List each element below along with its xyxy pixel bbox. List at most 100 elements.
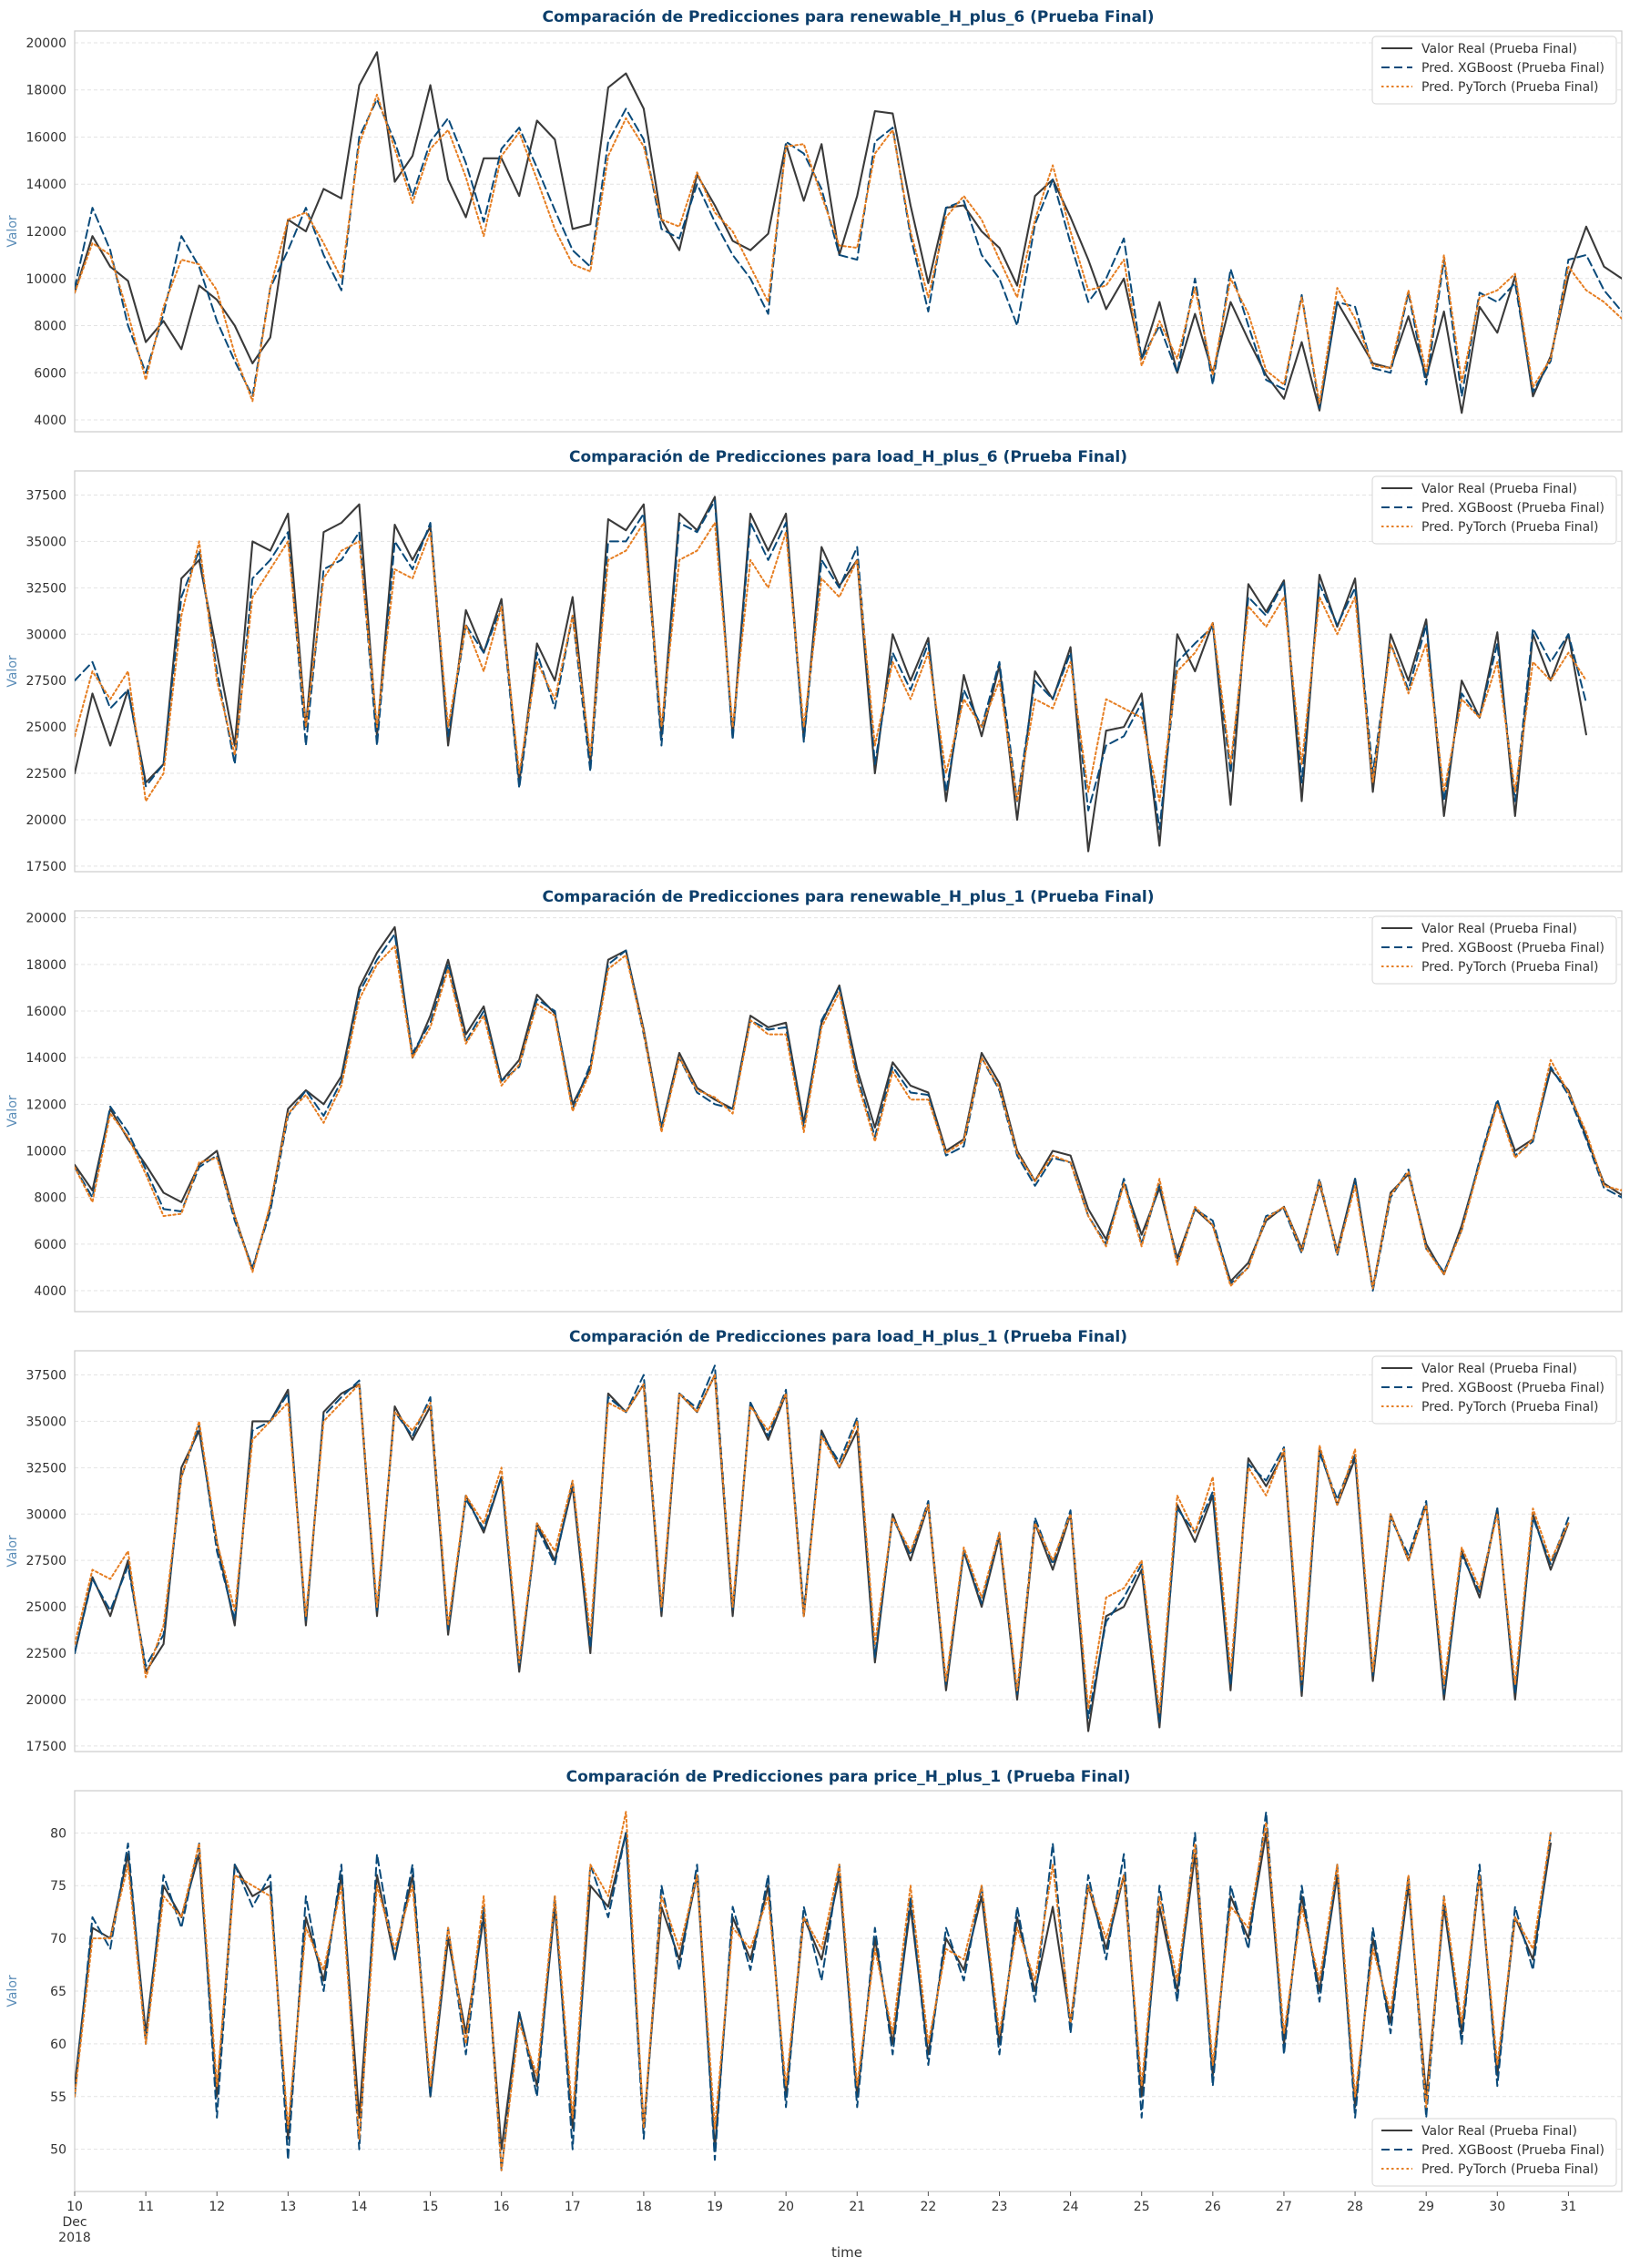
legend-entry-pytorch: Pred. PyTorch (Prueba Final) xyxy=(1421,1400,1599,1415)
x-tick-sublabel: 2018 xyxy=(58,2231,91,2245)
y-tick-label: 12000 xyxy=(25,1098,66,1112)
legend-entry-pytorch: Pred. PyTorch (Prueba Final) xyxy=(1421,2162,1599,2177)
series-line-real xyxy=(75,51,1622,414)
x-tick-label: 11 xyxy=(138,2200,154,2214)
legend-entry-real: Valor Real (Prueba Final) xyxy=(1421,922,1577,936)
y-tick-label: 22500 xyxy=(25,767,66,782)
legend-entry-real: Valor Real (Prueba Final) xyxy=(1421,482,1577,496)
x-tick-label: 10 xyxy=(66,2200,83,2214)
chart-panel-5: Comparación de Predicciones para price_H… xyxy=(5,1768,1623,2245)
y-tick-label: 70 xyxy=(50,1932,66,1946)
x-tick-sublabel: Dec xyxy=(62,2215,87,2230)
y-tick-label: 16000 xyxy=(25,1005,66,1019)
y-axis-label: Valor xyxy=(5,655,20,688)
x-tick-label: 26 xyxy=(1205,2200,1221,2214)
y-tick-label: 27500 xyxy=(25,674,66,689)
chart-panel-2: Comparación de Predicciones para load_H_… xyxy=(5,448,1623,874)
y-tick-label: 16000 xyxy=(25,130,66,145)
x-tick-label: 30 xyxy=(1489,2200,1505,2214)
legend-box xyxy=(1371,475,1617,545)
y-tick-label: 22500 xyxy=(25,1647,66,1661)
plot-frame xyxy=(74,1350,1623,1752)
x-tick-label: 21 xyxy=(849,2200,865,2214)
x-tick-label: 28 xyxy=(1347,2200,1363,2214)
y-tick-label: 35000 xyxy=(25,535,66,549)
y-tick-label: 65 xyxy=(50,1985,66,1999)
x-tick-label: 14 xyxy=(351,2200,368,2214)
y-tick-label: 37500 xyxy=(25,1368,66,1383)
y-tick-label: 55 xyxy=(50,2090,66,2105)
y-tick-label: 10000 xyxy=(25,1144,66,1159)
x-tick-label: 24 xyxy=(1063,2200,1079,2214)
chart-panel-3: Comparación de Predicciones para renewab… xyxy=(5,888,1623,1313)
y-tick-label: 6000 xyxy=(34,366,66,381)
x-axis-label: time xyxy=(831,2244,862,2261)
legend-entry-real: Valor Real (Prueba Final) xyxy=(1421,2124,1577,2139)
y-tick-label: 20000 xyxy=(25,36,66,51)
series-line-xgboost xyxy=(75,98,1622,410)
y-tick-label: 17500 xyxy=(25,1740,66,1754)
y-tick-label: 4000 xyxy=(34,414,66,428)
legend-entry-xgboost: Pred. XGBoost (Prueba Final) xyxy=(1421,61,1605,76)
plot-frame xyxy=(74,30,1623,433)
chart-title: Comparación de Predicciones para load_H_… xyxy=(569,448,1127,466)
y-tick-label: 37500 xyxy=(25,488,66,503)
legend-entry-xgboost: Pred. XGBoost (Prueba Final) xyxy=(1421,1381,1605,1395)
x-tick-label: 12 xyxy=(209,2200,225,2214)
legend-entry-pytorch: Pred. PyTorch (Prueba Final) xyxy=(1421,520,1599,535)
legend-box xyxy=(1371,1355,1617,1425)
chart-title: Comparación de Predicciones para renewab… xyxy=(542,888,1154,906)
x-tick-label: 17 xyxy=(565,2200,581,2214)
series-line-xgboost xyxy=(75,1811,1552,2171)
chart-title: Comparación de Predicciones para renewab… xyxy=(542,8,1154,26)
legend-entry-real: Valor Real (Prueba Final) xyxy=(1421,1362,1577,1376)
legend-entry-xgboost: Pred. XGBoost (Prueba Final) xyxy=(1421,2143,1605,2158)
y-tick-label: 50 xyxy=(50,2143,66,2158)
x-tick-label: 29 xyxy=(1418,2200,1434,2214)
x-tick-label: 27 xyxy=(1276,2200,1292,2214)
x-tick-label: 20 xyxy=(778,2200,794,2214)
y-tick-label: 25000 xyxy=(25,720,66,735)
y-tick-label: 30000 xyxy=(25,628,66,642)
legend-entry-pytorch: Pred. PyTorch (Prueba Final) xyxy=(1421,80,1599,95)
x-tick-label: 25 xyxy=(1134,2200,1150,2214)
plot-frame xyxy=(74,1790,1623,2192)
y-tick-label: 20000 xyxy=(25,912,66,926)
y-tick-label: 17500 xyxy=(25,860,66,874)
y-axis-label: Valor xyxy=(5,1975,20,2007)
y-tick-label: 30000 xyxy=(25,1507,66,1522)
y-axis-label: Valor xyxy=(5,1095,20,1128)
y-tick-label: 8000 xyxy=(34,1191,66,1206)
series-line-pytorch xyxy=(75,1374,1570,1714)
y-tick-label: 12000 xyxy=(25,225,66,240)
y-tick-label: 32500 xyxy=(25,1461,66,1476)
legend-box xyxy=(1371,915,1617,985)
legend: Valor Real (Prueba Final) Pred. XGBoost (… xyxy=(1371,2118,1617,2187)
y-tick-label: 35000 xyxy=(25,1415,66,1429)
series-line-xgboost xyxy=(75,499,1587,831)
y-tick-label: 8000 xyxy=(34,320,66,334)
series-line-pytorch xyxy=(75,93,1622,404)
y-tick-label: 4000 xyxy=(34,1284,66,1299)
legend-entry-real: Valor Real (Prueba Final) xyxy=(1421,42,1577,56)
x-tick-label: 18 xyxy=(636,2200,652,2214)
y-tick-label: 75 xyxy=(50,1879,66,1894)
legend-entry-xgboost: Pred. XGBoost (Prueba Final) xyxy=(1421,501,1605,516)
legend-box xyxy=(1371,36,1617,105)
legend: Valor Real (Prueba Final) Pred. XGBoost (… xyxy=(1371,1355,1617,1425)
chart-panel-1: Comparación de Predicciones para renewab… xyxy=(5,8,1623,433)
x-tick-label: 31 xyxy=(1560,2200,1576,2214)
legend: Valor Real (Prueba Final) Pred. XGBoost (… xyxy=(1371,36,1617,105)
y-tick-label: 6000 xyxy=(34,1238,66,1252)
y-axis-label: Valor xyxy=(5,1535,20,1568)
y-tick-label: 18000 xyxy=(25,84,66,98)
x-tick-label: 19 xyxy=(707,2200,723,2214)
plot-frame xyxy=(74,910,1623,1313)
series-line-pytorch xyxy=(75,945,1622,1290)
chart-panel-4: Comparación de Predicciones para load_H_… xyxy=(5,1328,1623,1754)
x-tick-label: 23 xyxy=(992,2200,1008,2214)
y-tick-label: 20000 xyxy=(25,813,66,828)
y-tick-label: 32500 xyxy=(25,581,66,596)
x-tick-label: 13 xyxy=(280,2200,296,2214)
